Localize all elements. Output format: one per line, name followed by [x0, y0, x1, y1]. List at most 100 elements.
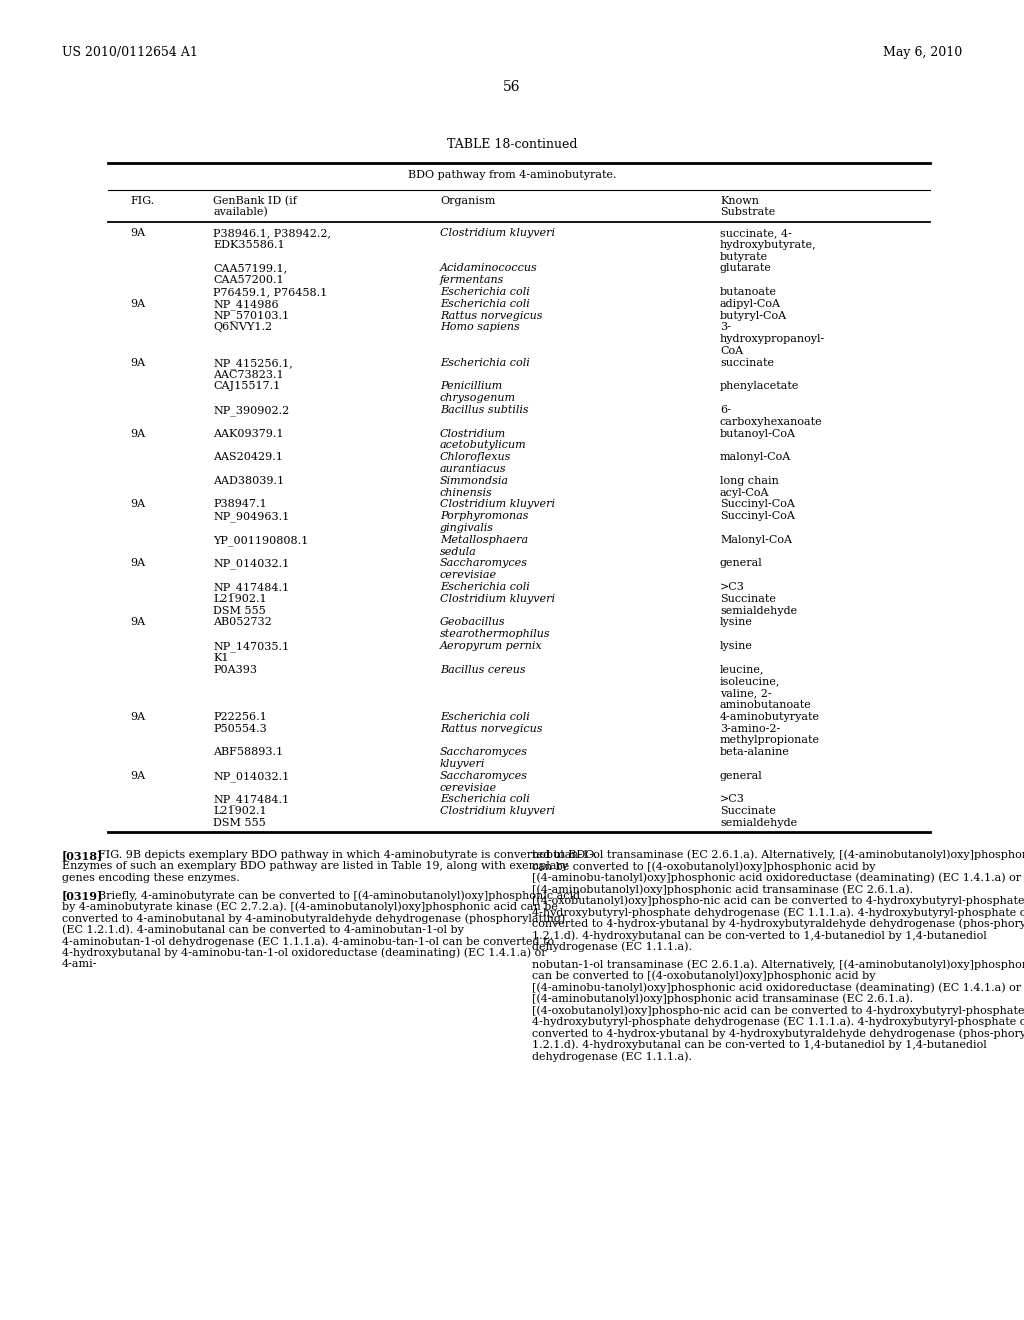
Text: NP_014032.1: NP_014032.1	[213, 558, 289, 569]
Text: dehydrogenase (EC 1.1.1.a).: dehydrogenase (EC 1.1.1.a).	[532, 941, 692, 952]
Text: converted to 4-aminobutanal by 4-aminobutyraldehyde dehydrogenase (phosphorylati: converted to 4-aminobutanal by 4-aminobu…	[62, 913, 565, 924]
Text: Escherichia coli: Escherichia coli	[440, 286, 529, 297]
Text: Saccharomyces: Saccharomyces	[440, 771, 528, 781]
Text: P22256.1: P22256.1	[213, 711, 266, 722]
Text: chinensis: chinensis	[440, 487, 493, 498]
Text: malonyl-CoA: malonyl-CoA	[720, 453, 792, 462]
Text: 9A: 9A	[130, 228, 145, 238]
Text: [(4-oxobutanolyl)oxy]phospho-nic acid can be converted to 4-hydroxybutyryl-phosp: [(4-oxobutanolyl)oxy]phospho-nic acid ca…	[532, 896, 1024, 907]
Text: nobutan-1-ol transaminase (EC 2.6.1.a). Alternatively, [(4-aminobutanolyl)oxy]ph: nobutan-1-ol transaminase (EC 2.6.1.a). …	[532, 850, 1024, 861]
Text: butanoyl-CoA: butanoyl-CoA	[720, 429, 796, 438]
Text: Succinyl-CoA: Succinyl-CoA	[720, 511, 795, 521]
Text: 9A: 9A	[130, 711, 145, 722]
Text: 4-aminobutyryate: 4-aminobutyryate	[720, 711, 820, 722]
Text: CoA: CoA	[720, 346, 743, 356]
Text: AAK09379.1: AAK09379.1	[213, 429, 284, 438]
Text: Bacillus cereus: Bacillus cereus	[440, 664, 525, 675]
Text: AB052732: AB052732	[213, 618, 271, 627]
Text: hydroxypropanoyl-: hydroxypropanoyl-	[720, 334, 825, 345]
Text: 4-aminobutan-1-ol dehydrogenase (EC 1.1.1.a). 4-aminobu-tan-1-ol can be converte: 4-aminobutan-1-ol dehydrogenase (EC 1.1.…	[62, 936, 554, 946]
Text: gingivalis: gingivalis	[440, 523, 494, 533]
Text: beta-alanine: beta-alanine	[720, 747, 790, 758]
Text: Succinate: Succinate	[720, 807, 776, 816]
Text: NP_570103.1: NP_570103.1	[213, 310, 289, 321]
Text: Q6NVY1.2: Q6NVY1.2	[213, 322, 272, 333]
Text: 9A: 9A	[130, 499, 145, 510]
Text: 9A: 9A	[130, 771, 145, 781]
Text: phenylacetate: phenylacetate	[720, 381, 800, 392]
Text: NP_417484.1: NP_417484.1	[213, 582, 289, 593]
Text: Escherichia coli: Escherichia coli	[440, 358, 529, 368]
Text: >C3: >C3	[720, 582, 744, 591]
Text: converted to 4-hydrox-ybutanal by 4-hydroxybutyraldehyde dehydrogenase (phos-pho: converted to 4-hydrox-ybutanal by 4-hydr…	[532, 1028, 1024, 1039]
Text: Malonyl-CoA: Malonyl-CoA	[720, 535, 792, 545]
Text: TABLE 18-continued: TABLE 18-continued	[446, 139, 578, 150]
Text: glutarate: glutarate	[720, 264, 772, 273]
Text: general: general	[720, 558, 763, 569]
Text: US 2010/0112654 A1: US 2010/0112654 A1	[62, 46, 198, 59]
Text: P38946.1, P38942.2,: P38946.1, P38942.2,	[213, 228, 331, 238]
Text: Geobacillus: Geobacillus	[440, 618, 506, 627]
Text: chrysogenum: chrysogenum	[440, 393, 516, 403]
Text: Succinyl-CoA: Succinyl-CoA	[720, 499, 795, 510]
Text: cerevisiae: cerevisiae	[440, 570, 497, 581]
Text: succinate: succinate	[720, 358, 774, 368]
Text: NP_415256.1,: NP_415256.1,	[213, 358, 293, 368]
Text: 3-: 3-	[720, 322, 731, 333]
Text: Known: Known	[720, 195, 759, 206]
Text: aminobutanoate: aminobutanoate	[720, 700, 812, 710]
Text: >C3: >C3	[720, 795, 744, 804]
Text: YP_001190808.1: YP_001190808.1	[213, 535, 308, 545]
Text: [0318]: [0318]	[62, 850, 103, 861]
Text: can be converted to [(4-oxobutanolyl)oxy]phosphonic acid by: can be converted to [(4-oxobutanolyl)oxy…	[532, 970, 876, 981]
Text: BDO pathway from 4-aminobutyrate.: BDO pathway from 4-aminobutyrate.	[408, 170, 616, 180]
Text: Saccharomyces: Saccharomyces	[440, 558, 528, 569]
Text: Clostridium kluyveri: Clostridium kluyveri	[440, 499, 555, 510]
Text: kluyveri: kluyveri	[440, 759, 485, 770]
Text: 6-: 6-	[720, 405, 731, 414]
Text: butanoate: butanoate	[720, 286, 777, 297]
Text: Clostridium: Clostridium	[440, 429, 506, 438]
Text: Substrate: Substrate	[720, 207, 775, 216]
Text: CAJ15517.1: CAJ15517.1	[213, 381, 281, 392]
Text: 9A: 9A	[130, 358, 145, 368]
Text: Rattus norvegicus: Rattus norvegicus	[440, 723, 543, 734]
Text: Acidaminococcus: Acidaminococcus	[440, 264, 538, 273]
Text: NP_147035.1: NP_147035.1	[213, 642, 289, 652]
Text: May 6, 2010: May 6, 2010	[883, 46, 962, 59]
Text: hydroxybutyrate,: hydroxybutyrate,	[720, 240, 816, 249]
Text: NP_390902.2: NP_390902.2	[213, 405, 289, 416]
Text: FIG. 9B depicts exemplary BDO pathway in which 4-aminobutyrate is converted to B: FIG. 9B depicts exemplary BDO pathway in…	[98, 850, 597, 859]
Text: acetobutylicum: acetobutylicum	[440, 441, 526, 450]
Text: 4-hydroxybutyryl-phosphate dehydrogenase (EC 1.1.1.a). 4-hydroxybutyryl-phosphat: 4-hydroxybutyryl-phosphate dehydrogenase…	[532, 907, 1024, 917]
Text: Homo sapiens: Homo sapiens	[440, 322, 520, 333]
Text: 4-hydroxybutyryl-phosphate dehydrogenase (EC 1.1.1.a). 4-hydroxybutyryl-phosphat: 4-hydroxybutyryl-phosphate dehydrogenase…	[532, 1016, 1024, 1027]
Text: Succinate: Succinate	[720, 594, 776, 603]
Text: carboxyhexanoate: carboxyhexanoate	[720, 417, 822, 426]
Text: available): available)	[213, 207, 267, 218]
Text: general: general	[720, 771, 763, 781]
Text: ABF58893.1: ABF58893.1	[213, 747, 283, 758]
Text: nobutan-1-ol transaminase (EC 2.6.1.a). Alternatively, [(4-aminobutanolyl)oxy]ph: nobutan-1-ol transaminase (EC 2.6.1.a). …	[532, 960, 1024, 970]
Text: lysine: lysine	[720, 618, 753, 627]
Text: P76459.1, P76458.1: P76459.1, P76458.1	[213, 286, 328, 297]
Text: NP_414986: NP_414986	[213, 298, 279, 309]
Text: (EC 1.2.1.d). 4-aminobutanal can be converted to 4-aminobutan-1-ol by: (EC 1.2.1.d). 4-aminobutanal can be conv…	[62, 925, 464, 936]
Text: 56: 56	[503, 81, 521, 94]
Text: CAA57199.1,: CAA57199.1,	[213, 264, 287, 273]
Text: sedula: sedula	[440, 546, 477, 557]
Text: 9A: 9A	[130, 558, 145, 569]
Text: 4-ami-: 4-ami-	[62, 960, 97, 969]
Text: 1.2.1.d). 4-hydroxybutanal can be con-verted to 1,4-butanediol by 1,4-butanediol: 1.2.1.d). 4-hydroxybutanal can be con-ve…	[532, 1040, 987, 1051]
Text: adipyl-CoA: adipyl-CoA	[720, 298, 781, 309]
Text: Enzymes of such an exemplary BDO pathway are listed in Table 19, along with exem: Enzymes of such an exemplary BDO pathway…	[62, 861, 568, 871]
Text: 9A: 9A	[130, 618, 145, 627]
Text: Bacillus subtilis: Bacillus subtilis	[440, 405, 528, 414]
Text: valine, 2-: valine, 2-	[720, 688, 772, 698]
Text: lysine: lysine	[720, 642, 753, 651]
Text: K1: K1	[213, 653, 228, 663]
Text: Organism: Organism	[440, 195, 496, 206]
Text: 3-amino-2-: 3-amino-2-	[720, 723, 780, 734]
Text: P38947.1: P38947.1	[213, 499, 266, 510]
Text: leucine,: leucine,	[720, 664, 764, 675]
